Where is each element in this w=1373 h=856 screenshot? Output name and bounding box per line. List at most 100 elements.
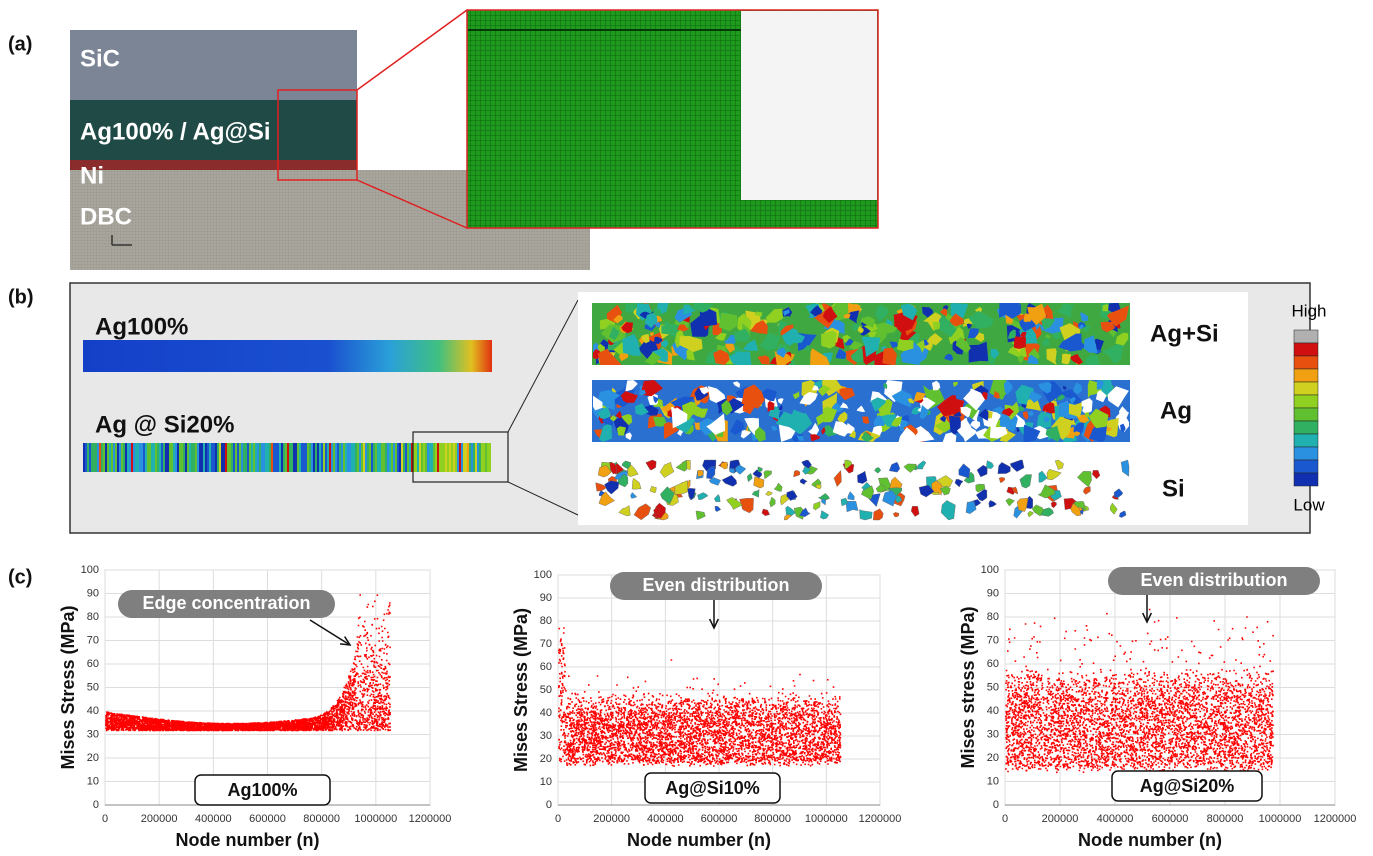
grain: [1036, 411, 1052, 430]
y-tick-label: 40: [540, 707, 552, 719]
grain: [769, 496, 776, 508]
grain: [747, 472, 753, 483]
grain: [760, 388, 778, 402]
stripe: [355, 443, 357, 472]
grain: [1027, 354, 1039, 365]
grain: [1081, 397, 1093, 415]
grain: [784, 514, 792, 521]
stripe: [261, 443, 263, 472]
stripe: [265, 443, 267, 472]
grain: [620, 390, 638, 403]
grain: [1084, 354, 1101, 365]
grain: [618, 505, 631, 517]
stripe: [383, 443, 385, 472]
grain: [960, 406, 972, 418]
grain: [917, 460, 927, 470]
grain: [598, 491, 616, 507]
stripe: [397, 443, 399, 472]
stripe: [287, 443, 289, 472]
grain: [849, 340, 863, 350]
grain: [694, 422, 702, 430]
grain: [939, 308, 948, 316]
stripe: [443, 443, 445, 472]
grain: [609, 415, 617, 422]
grain: [822, 306, 838, 323]
grain: [1115, 332, 1129, 346]
x-axis-label: Node number (n): [1078, 830, 1222, 850]
y-tick-label: 70: [87, 634, 99, 646]
grain: [1031, 504, 1044, 517]
grain: [911, 406, 921, 415]
stripe: [429, 443, 431, 472]
stripe: [179, 443, 181, 472]
grain: [1101, 342, 1125, 364]
stripe: [131, 443, 133, 472]
label-box: [644, 772, 781, 804]
stripe: [255, 443, 257, 472]
stripe: [155, 443, 157, 472]
grain: [989, 422, 1008, 439]
grain: [782, 309, 790, 316]
series-label: Ag@Si10%: [665, 778, 760, 798]
stripe: [151, 443, 153, 472]
grain: [963, 388, 985, 411]
series-label: Ag100%: [227, 780, 297, 800]
grain: [593, 395, 603, 411]
grain: [733, 328, 750, 343]
grain: [942, 432, 957, 442]
stripe: [399, 443, 401, 472]
grain: [597, 348, 622, 365]
colorbar-step: [1293, 342, 1319, 357]
x-tick-label: 600000: [1152, 813, 1189, 825]
stripe: [101, 443, 103, 472]
stripe: [111, 443, 113, 472]
grain: [653, 395, 659, 404]
grain: [850, 348, 866, 363]
grain: [786, 490, 798, 501]
grain: [1042, 336, 1051, 347]
colorbar-step: [1293, 355, 1319, 370]
grain: [1016, 497, 1029, 512]
grain: [633, 503, 652, 521]
grain: [844, 459, 853, 469]
stripe: [277, 443, 279, 472]
grain: [721, 400, 733, 416]
grain: [900, 303, 918, 321]
stripe: [285, 443, 287, 472]
grain: [609, 461, 618, 475]
stripe: [233, 443, 235, 472]
grain: [740, 429, 752, 439]
x-tick-label: 0: [102, 813, 108, 825]
stripe: [199, 443, 201, 472]
y-tick-label: 90: [540, 592, 552, 604]
x-tick-label: 0: [1002, 813, 1008, 825]
grain: [618, 353, 629, 362]
grain: [1082, 486, 1091, 495]
grain: [1013, 336, 1027, 349]
grain: [939, 486, 951, 496]
grain: [617, 473, 629, 488]
stripe: [417, 443, 419, 472]
panel-label: (a): [8, 33, 32, 55]
zoom-lines: [356, 9, 468, 229]
stripe: [227, 443, 229, 472]
stripe: [303, 443, 305, 472]
grain: [835, 348, 847, 359]
stripe: [477, 443, 479, 472]
grain: [726, 351, 752, 365]
y-tick-label: 80: [540, 615, 552, 627]
grain: [1056, 303, 1075, 318]
label-box: [1111, 770, 1263, 802]
stripe: [437, 443, 439, 472]
stripe: [465, 443, 467, 472]
stripe: [185, 443, 187, 472]
stripe: [401, 443, 403, 472]
grain: [788, 409, 813, 435]
stripe: [427, 443, 429, 472]
grain: [892, 512, 900, 518]
phase-label: Ag+Si: [1150, 320, 1219, 347]
grain: [861, 336, 881, 357]
x-tick-label: 1200000: [409, 813, 452, 825]
grain: [751, 488, 760, 498]
grain: [639, 389, 646, 396]
